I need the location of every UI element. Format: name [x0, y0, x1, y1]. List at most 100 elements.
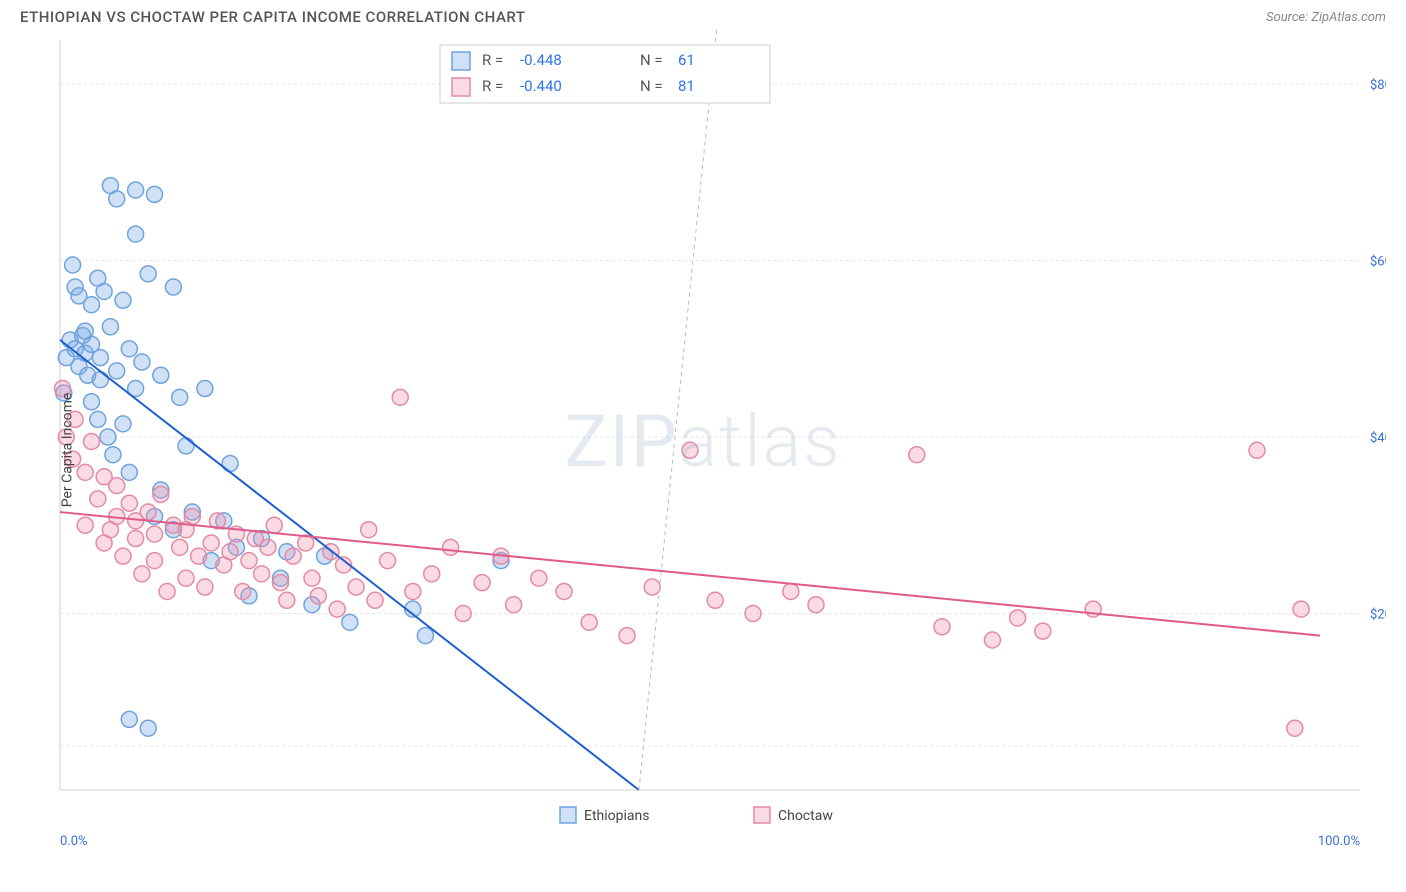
data-point: [644, 579, 660, 595]
data-point: [581, 614, 597, 630]
data-point: [109, 191, 125, 207]
data-point: [115, 416, 131, 432]
stat-r-value: -0.448: [520, 51, 562, 69]
data-point: [100, 429, 116, 445]
chart-title: ETHIOPIAN VS CHOCTAW PER CAPITA INCOME C…: [20, 8, 525, 26]
data-point: [783, 583, 799, 599]
data-point: [1249, 442, 1265, 458]
chart-container: Per Capita Income ZIPatlas $20,000$40,00…: [20, 30, 1386, 870]
data-point: [121, 341, 137, 357]
data-point: [121, 495, 137, 511]
data-point: [348, 579, 364, 595]
x-tick-label: 100.0%: [1318, 834, 1360, 849]
data-point: [65, 257, 81, 273]
data-point: [197, 579, 213, 595]
data-point: [531, 570, 547, 586]
data-point: [115, 548, 131, 564]
data-point: [159, 583, 175, 599]
data-point: [203, 535, 219, 551]
data-point: [172, 389, 188, 405]
legend-label: Choctaw: [778, 808, 833, 824]
data-point: [178, 438, 194, 454]
data-point: [984, 632, 1000, 648]
data-point: [165, 279, 181, 295]
stat-r-value: -0.440: [520, 77, 562, 95]
data-point: [260, 539, 276, 555]
data-point: [128, 226, 144, 242]
data-point: [140, 504, 156, 520]
data-point: [84, 297, 100, 313]
data-point: [361, 522, 377, 538]
trend-line-extrapolated: [639, 30, 740, 790]
data-point: [285, 548, 301, 564]
legend-swatch: [560, 807, 576, 823]
stat-n-value: 61: [678, 51, 695, 69]
data-point: [241, 553, 257, 569]
data-point: [84, 394, 100, 410]
data-point: [254, 566, 270, 582]
data-point: [128, 531, 144, 547]
data-point: [556, 583, 572, 599]
data-point: [153, 486, 169, 502]
data-point: [266, 517, 282, 533]
data-point: [682, 442, 698, 458]
data-point: [92, 372, 108, 388]
data-point: [77, 517, 93, 533]
data-point: [90, 491, 106, 507]
data-point: [304, 570, 320, 586]
data-point: [105, 447, 121, 463]
data-point: [273, 575, 289, 591]
data-point: [279, 592, 295, 608]
data-point: [140, 266, 156, 282]
legend-label: Ethiopians: [584, 808, 649, 824]
stat-r-label: R =: [482, 77, 503, 95]
data-point: [342, 614, 358, 630]
data-point: [619, 628, 635, 644]
data-point: [109, 478, 125, 494]
data-point: [109, 363, 125, 379]
data-point: [405, 583, 421, 599]
data-point: [707, 592, 723, 608]
x-tick-label: 0.0%: [60, 834, 88, 849]
y-tick-label: $20,000: [1370, 608, 1386, 623]
data-point: [121, 464, 137, 480]
y-tick-label: $40,000: [1370, 431, 1386, 446]
data-point: [184, 508, 200, 524]
data-point: [367, 592, 383, 608]
data-point: [417, 628, 433, 644]
data-point: [506, 597, 522, 613]
data-point: [808, 597, 824, 613]
data-point: [329, 601, 345, 617]
data-point: [392, 389, 408, 405]
data-point: [128, 182, 144, 198]
data-point: [102, 319, 118, 335]
data-point: [77, 464, 93, 480]
data-point: [84, 433, 100, 449]
data-point: [1010, 610, 1026, 626]
data-point: [235, 583, 251, 599]
legend-swatch: [452, 52, 470, 70]
data-point: [96, 283, 112, 299]
data-point: [140, 720, 156, 736]
data-point: [147, 186, 163, 202]
y-axis-label: Per Capita Income: [59, 393, 75, 508]
data-point: [1035, 623, 1051, 639]
data-point: [222, 544, 238, 560]
data-point: [197, 381, 213, 397]
data-point: [424, 566, 440, 582]
data-point: [121, 711, 137, 727]
source-attribution: Source: ZipAtlas.com: [1266, 10, 1386, 25]
data-point: [134, 566, 150, 582]
data-point: [147, 553, 163, 569]
data-point: [1293, 601, 1309, 617]
data-point: [380, 553, 396, 569]
stat-n-label: N =: [640, 77, 663, 95]
stat-r-label: R =: [482, 51, 503, 69]
legend-swatch: [452, 78, 470, 96]
y-tick-label: $80,000: [1370, 78, 1386, 93]
data-point: [934, 619, 950, 635]
data-point: [115, 292, 131, 308]
data-point: [1287, 720, 1303, 736]
data-point: [147, 526, 163, 542]
header-row: ETHIOPIAN VS CHOCTAW PER CAPITA INCOME C…: [0, 0, 1406, 30]
